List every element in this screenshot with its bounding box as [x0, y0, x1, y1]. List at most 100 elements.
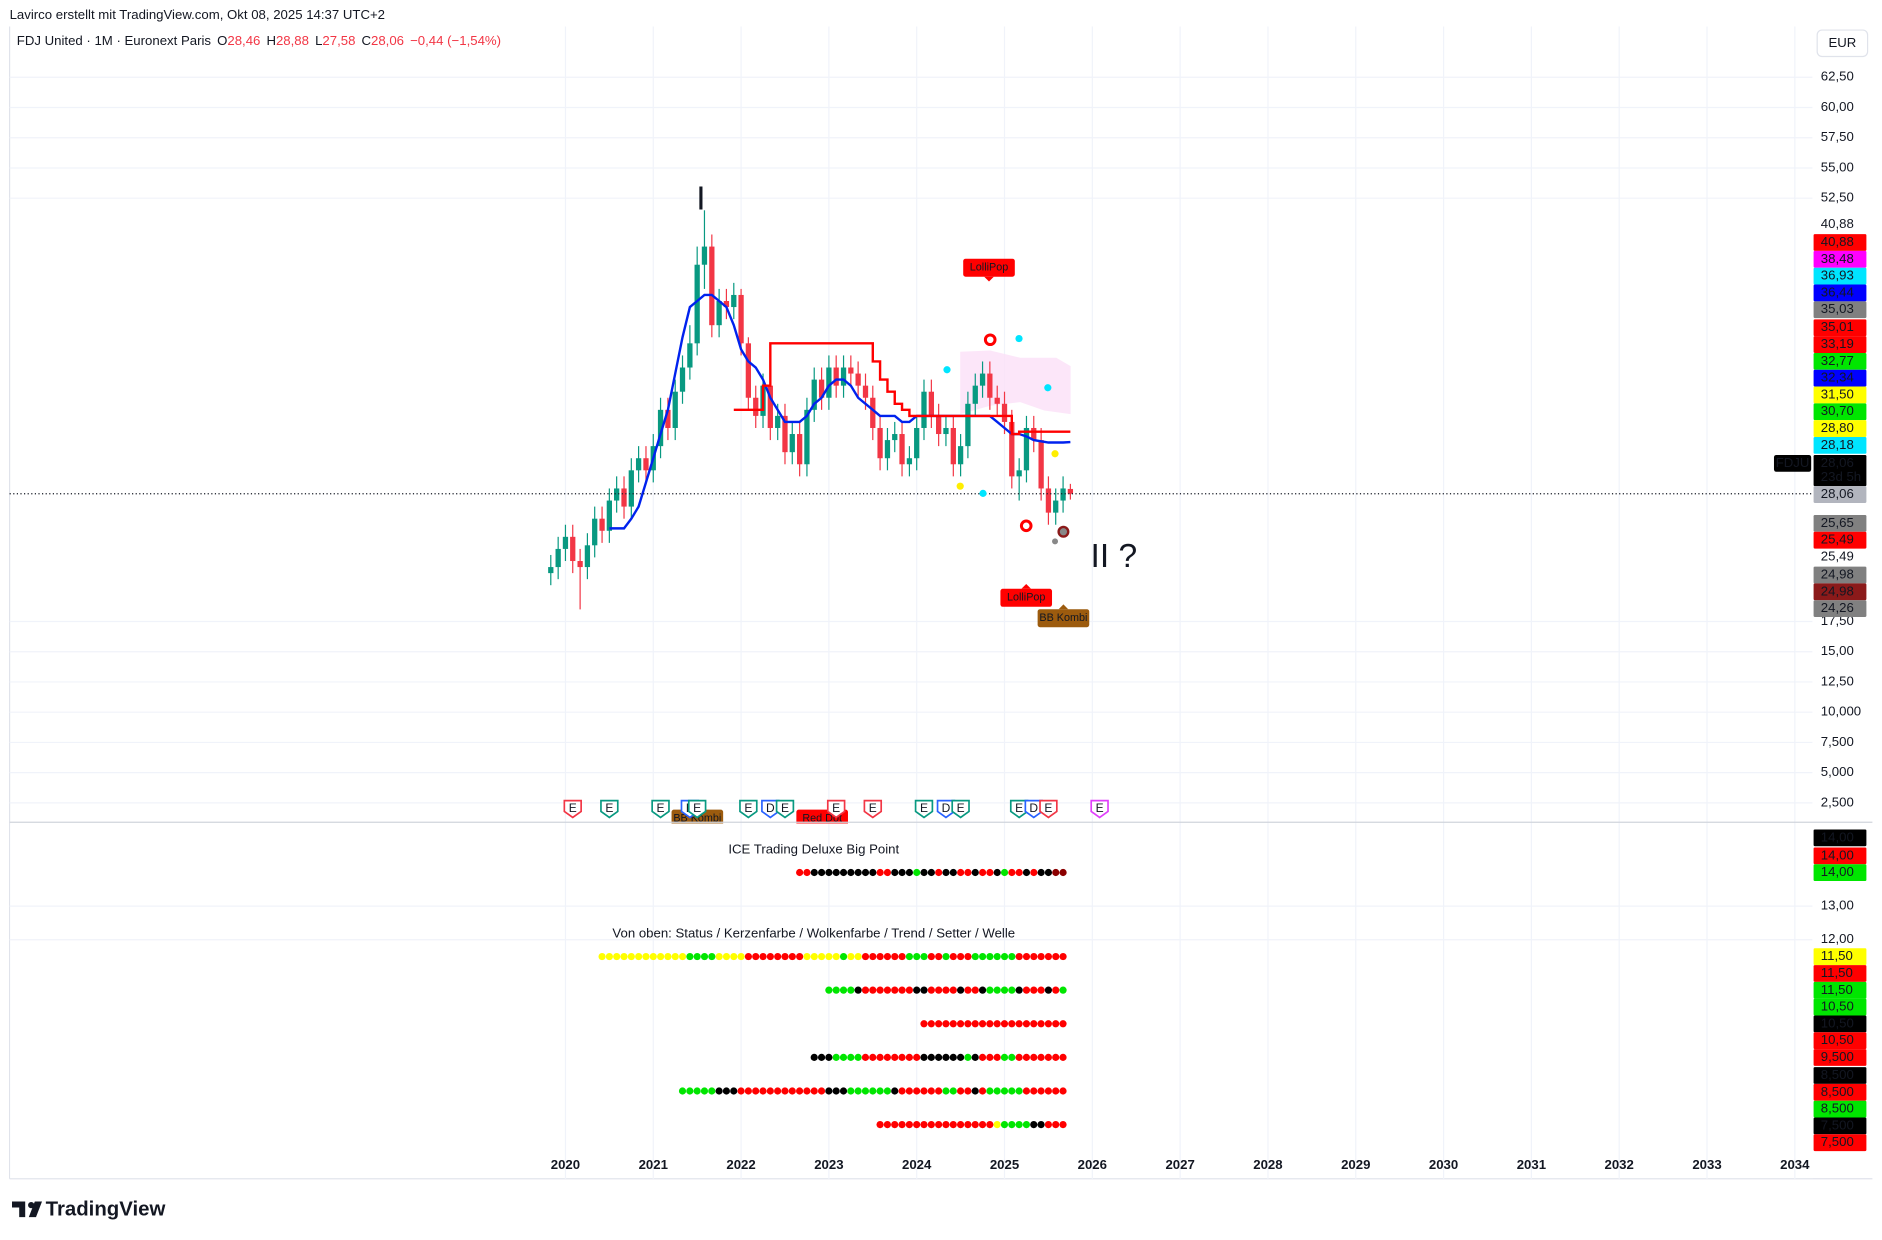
state-dot — [766, 1087, 774, 1095]
state-dot — [861, 868, 870, 877]
candle-body — [782, 415, 788, 453]
state-dot — [759, 1087, 767, 1095]
state-dot — [935, 1087, 943, 1095]
indicator-badge-label: 14,00 — [1821, 864, 1854, 879]
state-dot — [693, 1087, 701, 1095]
state-dot — [642, 952, 650, 961]
state-dot — [832, 1053, 840, 1061]
state-dot — [935, 868, 943, 877]
state-dot — [1052, 986, 1060, 994]
signal-dot — [943, 366, 951, 374]
state-dot — [927, 868, 935, 877]
state-dot — [839, 1087, 848, 1095]
state-dot — [781, 952, 789, 961]
price-badge — [1813, 319, 1867, 337]
x-tick-label: 2022 — [726, 1157, 755, 1172]
state-dot — [635, 952, 643, 961]
state-dot — [927, 1121, 935, 1129]
candle-body — [687, 343, 693, 368]
state-dot — [730, 1087, 738, 1095]
state-dot — [927, 986, 935, 994]
state-dot — [891, 986, 899, 994]
currency-button[interactable] — [1816, 29, 1869, 58]
state-dot — [825, 1053, 833, 1061]
state-dot — [832, 868, 840, 877]
state-dot — [825, 868, 833, 877]
state-dot — [774, 952, 782, 961]
state-dot — [620, 952, 628, 961]
legend: FDJ United · 1M · Euronext Paris O28,46 … — [17, 34, 501, 49]
signal-text: LolliPop — [1007, 592, 1045, 604]
candle-body — [994, 397, 1000, 404]
candle-body — [928, 391, 935, 416]
x-tick-label: 2034 — [1780, 1157, 1810, 1172]
signal-dot — [956, 482, 964, 490]
x-tick-label: 2027 — [1165, 1157, 1194, 1172]
state-dot — [1015, 952, 1023, 961]
state-dot — [708, 952, 716, 961]
signal-pointer — [1058, 604, 1069, 610]
state-dot — [700, 952, 709, 961]
state-dot — [832, 986, 840, 994]
indicator-badge — [1813, 948, 1867, 966]
currency[interactable]: EUR — [1828, 35, 1856, 50]
x-tick-label: 2026 — [1078, 1157, 1107, 1172]
state-dot — [796, 868, 804, 877]
state-dot — [1030, 1121, 1038, 1129]
marker — [914, 799, 934, 819]
symbol-label: FDJU — [1776, 455, 1810, 470]
state-dot — [847, 1053, 855, 1061]
candle-body — [1060, 488, 1066, 501]
price-badge — [1813, 336, 1867, 353]
state-dot — [883, 1053, 892, 1061]
state-dot — [978, 952, 987, 961]
state-dot — [854, 868, 862, 877]
state-dot — [847, 868, 855, 877]
indicator-badge — [1813, 829, 1867, 847]
indicator-pane: ICE Trading Deluxe Big Point Von oben: St… — [9, 821, 1873, 1179]
candle-body — [1023, 427, 1030, 471]
indicator-badge-label: 10,50 — [1821, 1032, 1854, 1047]
state-dot — [942, 1121, 950, 1129]
candle-body — [614, 488, 620, 501]
indicator-badge-label: 11,50 — [1821, 948, 1853, 963]
state-dot — [935, 1053, 943, 1061]
state-dot — [854, 986, 862, 994]
state-dot — [781, 1087, 789, 1095]
state-dot — [1044, 1053, 1052, 1061]
candle-body — [914, 427, 920, 459]
candle-body — [870, 397, 876, 428]
state-dot — [891, 1087, 899, 1095]
state-dot — [854, 1087, 862, 1095]
candle-body — [767, 385, 773, 428]
state-dot — [1008, 1121, 1016, 1129]
price-badge-label: 28,06 — [1821, 455, 1854, 470]
candle-body — [577, 561, 583, 568]
price-badge — [1813, 234, 1867, 251]
state-dot — [986, 986, 994, 994]
marker-letter: E — [1044, 801, 1052, 815]
candle-body — [848, 367, 854, 374]
legend-value: 27,58 — [322, 34, 355, 49]
cloud — [960, 350, 1071, 415]
state-dot — [825, 986, 833, 994]
state-dot — [964, 1087, 972, 1095]
state-dot — [883, 1087, 892, 1095]
state-dot — [956, 1087, 965, 1095]
state-dot — [825, 1087, 833, 1095]
x-tick-label: 2021 — [639, 1157, 668, 1172]
state-dot — [1008, 868, 1016, 877]
indicator-badge-label: 7,500 — [1821, 1134, 1854, 1149]
state-dot — [971, 952, 979, 961]
candle-body — [811, 379, 817, 410]
state-dot — [935, 1020, 943, 1028]
state-dot — [993, 1087, 1001, 1095]
state-dot — [1015, 1121, 1023, 1129]
state-dot — [861, 986, 870, 994]
signal-text: BB Kombi — [673, 813, 721, 825]
candle-body — [789, 434, 795, 453]
state-dot — [913, 1053, 921, 1061]
state-dot — [876, 868, 884, 877]
candle-body — [892, 434, 898, 441]
state-dot — [803, 1087, 811, 1095]
